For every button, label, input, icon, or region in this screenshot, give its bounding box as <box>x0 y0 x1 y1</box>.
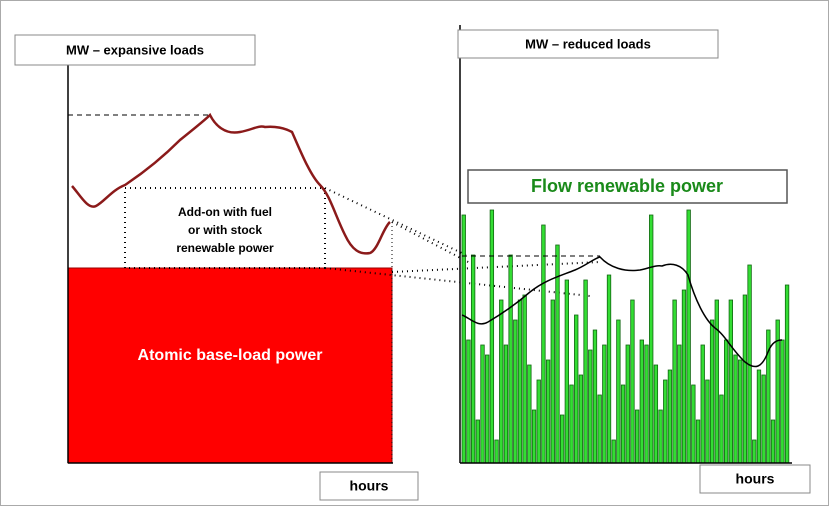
bar <box>611 439 616 464</box>
bar <box>560 414 565 464</box>
bar <box>681 289 687 464</box>
bar <box>667 369 673 464</box>
bar <box>574 314 579 464</box>
bar <box>784 284 790 464</box>
x-label-box <box>699 464 811 494</box>
bar <box>663 379 668 464</box>
bar <box>756 369 762 464</box>
bar <box>695 419 701 464</box>
bar <box>550 299 555 464</box>
bar <box>517 299 523 464</box>
bar <box>508 254 513 464</box>
bar <box>677 344 682 464</box>
axis-label-box <box>457 29 719 59</box>
bar <box>485 354 490 464</box>
bar <box>752 439 757 464</box>
axis-label-box <box>14 34 256 66</box>
x-label-box <box>319 471 419 501</box>
bar <box>649 214 654 464</box>
bar <box>592 329 598 464</box>
bar <box>466 339 471 464</box>
bar <box>620 384 626 464</box>
bar <box>672 299 677 464</box>
bar <box>700 344 705 464</box>
bar <box>625 344 630 464</box>
bar <box>494 439 499 464</box>
bar <box>461 214 466 464</box>
bar <box>724 339 729 464</box>
base-label: Atomic base-load power <box>138 347 323 364</box>
bar <box>728 299 733 464</box>
bar <box>583 279 588 464</box>
add-on-box <box>124 187 326 269</box>
bar <box>709 319 715 464</box>
bar <box>630 299 635 464</box>
bar <box>733 354 738 464</box>
bar <box>489 209 495 464</box>
bar <box>738 359 743 464</box>
axis-label: MW – expansive loads <box>66 42 204 57</box>
bar <box>639 339 644 464</box>
bar <box>564 279 569 464</box>
bar <box>536 379 541 464</box>
bar <box>541 224 546 464</box>
bar <box>606 274 612 464</box>
bar <box>686 209 691 464</box>
bar <box>480 344 485 464</box>
bar <box>602 344 607 464</box>
bar <box>588 349 593 464</box>
box-text: Add-on with fuel <box>178 205 272 219</box>
bar <box>522 294 527 464</box>
bar <box>653 364 659 464</box>
bar <box>499 299 504 464</box>
bar <box>770 419 776 464</box>
box-text: renewable power <box>176 241 274 255</box>
bar <box>616 319 621 464</box>
flow-label-box <box>467 169 788 204</box>
bar <box>719 394 724 464</box>
load-curve <box>71 112 391 255</box>
bar <box>545 359 551 464</box>
bar <box>634 409 640 464</box>
bar <box>531 409 537 464</box>
x-label: hours <box>736 471 775 487</box>
bar <box>569 384 574 464</box>
bar <box>691 384 696 464</box>
renewable-bars <box>461 209 790 464</box>
load-curve <box>461 256 783 368</box>
bar <box>527 364 532 464</box>
base-load-block <box>67 267 393 464</box>
bar <box>503 344 509 464</box>
bar <box>705 379 710 464</box>
bar <box>714 299 719 464</box>
axis-label: MW – reduced loads <box>525 36 651 51</box>
bar <box>644 344 649 464</box>
bar <box>761 374 766 464</box>
flow-label: Flow renewable power <box>531 176 723 196</box>
bar <box>513 319 518 464</box>
bar <box>470 254 476 464</box>
x-label: hours <box>350 478 389 494</box>
box-text: or with stock <box>188 223 262 237</box>
bar <box>475 419 480 464</box>
bar <box>597 394 602 464</box>
bar <box>658 409 663 464</box>
bar <box>578 374 584 464</box>
bar <box>742 294 748 464</box>
bar <box>780 339 785 464</box>
